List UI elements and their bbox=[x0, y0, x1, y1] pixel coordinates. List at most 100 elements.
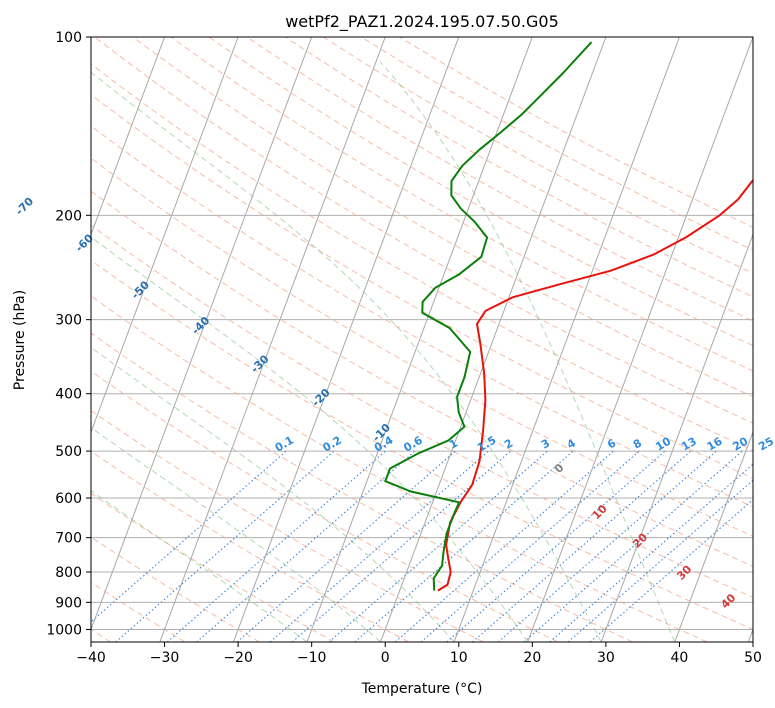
isotherm-line bbox=[674, 430, 753, 642]
dry-adiabat bbox=[91, 259, 753, 630]
x-tick-label: −10 bbox=[297, 650, 327, 666]
dry-adiabat bbox=[91, 492, 335, 642]
dry-adiabat bbox=[94, 37, 753, 424]
dry-adiabat bbox=[246, 37, 753, 322]
y-tick-label: 900 bbox=[55, 595, 82, 611]
mixing-ratio-line bbox=[446, 450, 666, 642]
y-axis-label: Pressure (hPa) bbox=[12, 290, 28, 390]
y-tick-label: 700 bbox=[55, 531, 82, 547]
x-tick-label: 10 bbox=[450, 650, 468, 666]
series-layer bbox=[384, 41, 753, 592]
dry-adiabat bbox=[361, 37, 753, 251]
dry-adiabat bbox=[91, 332, 633, 642]
y-tick-label: 600 bbox=[55, 491, 82, 507]
x-tick-label: −20 bbox=[223, 650, 253, 666]
dry-adiabat bbox=[91, 190, 753, 567]
mixing-ratio-line bbox=[91, 450, 287, 623]
x-axis: −40 −30 −20 −10 0 10 20 30 40 50 bbox=[76, 642, 762, 666]
x-axis-label: Temperature (°C) bbox=[361, 681, 483, 697]
dry-adiabat bbox=[91, 370, 559, 642]
dry-adiabat bbox=[91, 157, 753, 537]
mixing-ratio-label: 3 bbox=[539, 437, 552, 452]
isotherm-line bbox=[91, 37, 313, 631]
isotherm-line bbox=[91, 37, 239, 434]
grid-layer bbox=[91, 37, 753, 630]
isotherm-label: -30 bbox=[248, 352, 271, 375]
moist-adiabat bbox=[379, 61, 676, 642]
dry-adiabat bbox=[91, 410, 484, 642]
mixing-ratio-line bbox=[269, 450, 489, 642]
mixing-ratio-line bbox=[420, 450, 640, 642]
mixing-ratio-line bbox=[497, 450, 717, 642]
dry-adiabat bbox=[91, 295, 708, 642]
mixing-ratio-line bbox=[567, 479, 753, 642]
isotherm-line bbox=[159, 37, 386, 642]
plot-area bbox=[91, 37, 753, 642]
isotherm-label: -70 bbox=[13, 194, 36, 217]
chart-title: wetPf2_PAZ1.2024.195.07.50.G05 bbox=[285, 12, 559, 32]
mixing-ratio-line bbox=[523, 450, 743, 642]
dry-adiabat bbox=[91, 63, 753, 452]
mixing-ratio-line bbox=[394, 450, 614, 642]
plot-frame bbox=[90, 36, 754, 643]
mixing-ratio-label: 4 bbox=[565, 436, 578, 451]
mixing-ratio-line bbox=[291, 450, 511, 642]
dry-adiabat bbox=[208, 37, 753, 347]
x-tick-label: 0 bbox=[381, 650, 390, 666]
mixing-ratio-line bbox=[115, 450, 335, 642]
y-tick-label: 1000 bbox=[46, 622, 82, 638]
x-tick-label: 20 bbox=[523, 650, 541, 666]
y-axis: 100 200 300 400 500 600 700 800 900 1000 bbox=[46, 30, 91, 638]
isotherm-line bbox=[600, 233, 753, 642]
x-tick-label: −40 bbox=[76, 650, 106, 666]
moist-adiabat-label: 0 bbox=[552, 461, 567, 476]
x-tick-label: 40 bbox=[671, 650, 689, 666]
mixing-ratio-line bbox=[589, 498, 753, 642]
isotherm-line bbox=[527, 37, 753, 642]
mixing-ratio-label: 8 bbox=[631, 437, 644, 452]
moist-adiabat bbox=[91, 71, 602, 642]
y-tick-label: 400 bbox=[55, 387, 82, 403]
isotherm-line bbox=[91, 37, 166, 236]
isotherm-label: -60 bbox=[73, 231, 96, 254]
x-tick-label: 50 bbox=[744, 650, 762, 666]
x-tick-label: −30 bbox=[150, 650, 180, 666]
mixing-ratio-line bbox=[166, 450, 386, 642]
mixing-ratio-line bbox=[328, 450, 548, 642]
isotherm-line bbox=[453, 37, 680, 642]
moist-adiabat-label: 10 bbox=[590, 502, 610, 522]
dry-adiabat bbox=[322, 37, 753, 274]
dry-adiabats bbox=[91, 37, 753, 642]
mixing-ratio-label: 2 bbox=[502, 437, 515, 452]
isotherm-label: -40 bbox=[189, 314, 212, 337]
y-tick-label: 100 bbox=[55, 30, 82, 46]
y-tick-label: 500 bbox=[55, 444, 82, 460]
moist-adiabat bbox=[91, 346, 455, 642]
mixing-ratio-label: 6 bbox=[605, 436, 618, 451]
isotherm-line bbox=[232, 37, 460, 642]
dry-adiabat bbox=[91, 94, 753, 479]
dry-adiabat bbox=[91, 536, 260, 642]
mixing-ratio-line bbox=[236, 450, 456, 642]
mixing-ratio-line bbox=[549, 463, 753, 642]
isotherm-line bbox=[380, 37, 607, 642]
isotherm-label: -50 bbox=[129, 278, 152, 301]
y-tick-label: 300 bbox=[55, 313, 82, 329]
dry-adiabat bbox=[91, 125, 753, 508]
y-tick-label: 200 bbox=[55, 208, 82, 224]
contour-labels: -100-90-80-70-60-50-40-30-20-100.10.20.4… bbox=[13, 194, 775, 611]
mixing-ratio-line bbox=[354, 450, 574, 642]
x-tick-label: 30 bbox=[597, 650, 615, 666]
mixing-ratio-line bbox=[472, 450, 692, 642]
moist-adiabat bbox=[91, 426, 381, 642]
moist-adiabat bbox=[91, 490, 308, 642]
mixing-ratio-label: 25 bbox=[756, 435, 775, 454]
moist-adiabat-label: 40 bbox=[718, 591, 738, 611]
isotherm-line bbox=[747, 628, 753, 642]
y-tick-label: 800 bbox=[55, 565, 82, 581]
mixing-ratio-lines bbox=[91, 450, 753, 642]
mixing-ratio-line bbox=[196, 450, 416, 642]
sounding-trace bbox=[384, 41, 593, 591]
moist-adiabat-label: 30 bbox=[674, 562, 694, 582]
